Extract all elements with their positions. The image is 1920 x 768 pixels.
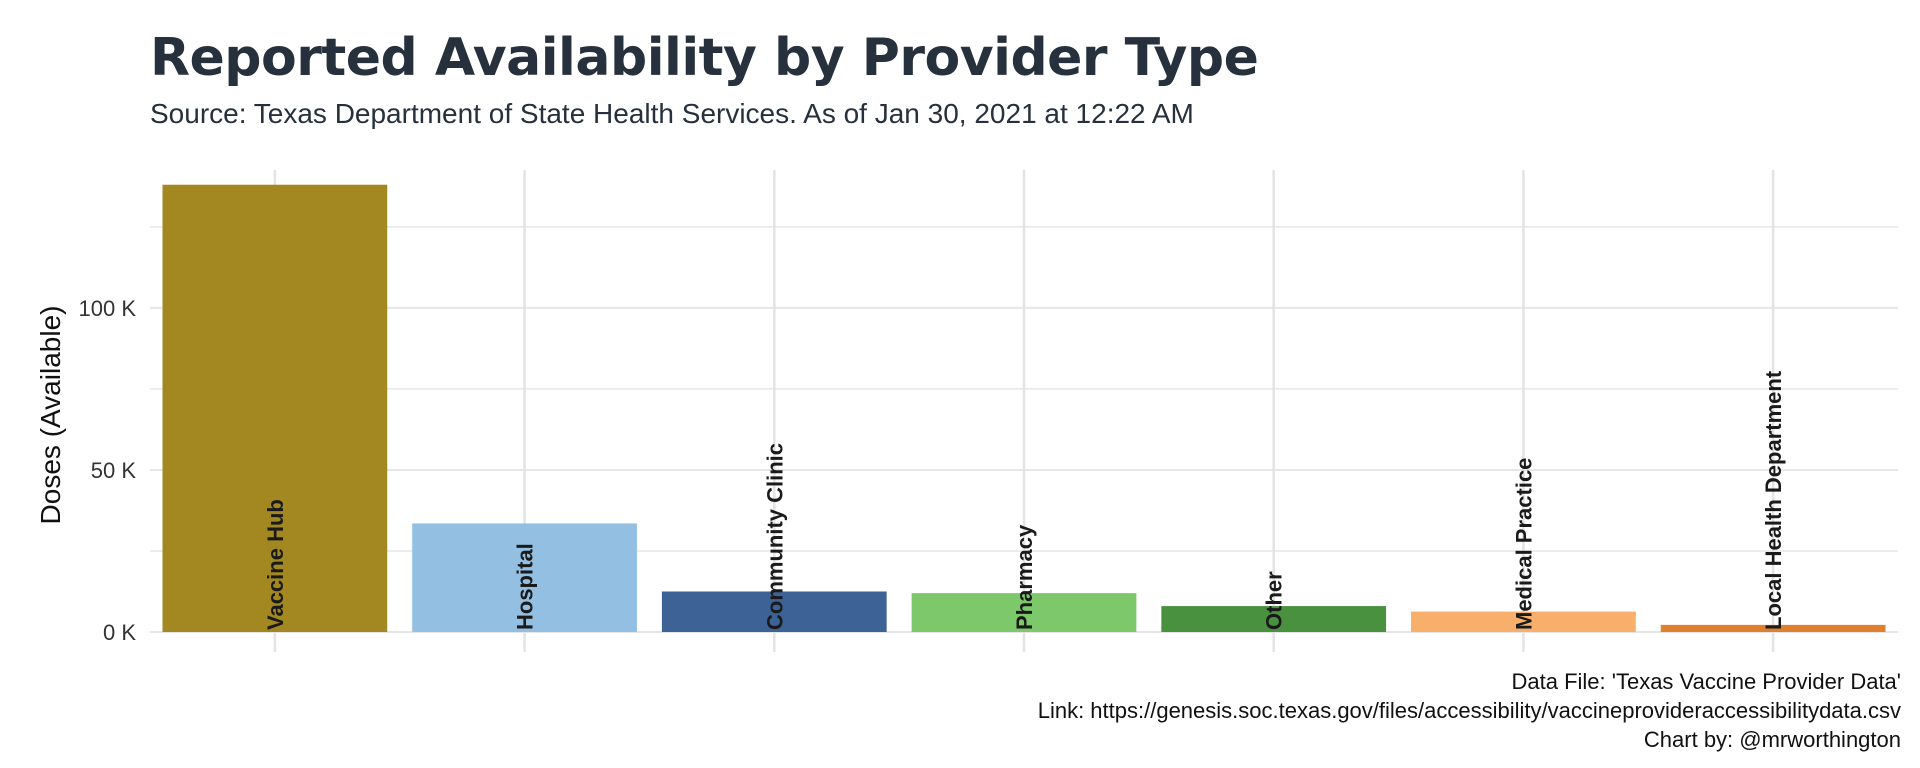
bar bbox=[412, 523, 637, 632]
bar bbox=[1161, 606, 1387, 632]
caption-data-file: Data File: 'Texas Vaccine Provider Data' bbox=[1511, 669, 1902, 694]
caption-link: Link: https://genesis.soc.texas.gov/file… bbox=[1037, 698, 1901, 723]
bar bbox=[162, 184, 388, 633]
bar-label: Pharmacy bbox=[1012, 524, 1037, 630]
bar bbox=[661, 591, 887, 632]
bar bbox=[1660, 624, 1886, 632]
y-axis: 0 K 50 K 100 K bbox=[79, 296, 137, 645]
caption-credit: Chart by: @mrworthington bbox=[1643, 727, 1901, 752]
chart-subtitle: Source: Texas Department of State Health… bbox=[150, 98, 1194, 129]
y-axis-title: Doses (Available) bbox=[35, 306, 66, 525]
bar-labels: Vaccine Hub Hospital Community Clinic Pharm… bbox=[263, 370, 1786, 630]
y-tick-label: 0 K bbox=[103, 620, 136, 645]
bar-label: Local Health Department bbox=[1761, 370, 1786, 630]
y-tick-label: 50 K bbox=[91, 458, 137, 483]
bar bbox=[1411, 611, 1636, 632]
chart-title: Reported Availability by Provider Type bbox=[150, 28, 1259, 88]
bars bbox=[162, 184, 1886, 633]
chart-caption: Data File: 'Texas Vaccine Provider Data'… bbox=[1038, 667, 1901, 754]
bar-label: Medical Practice bbox=[1511, 458, 1536, 630]
y-tick-label: 100 K bbox=[79, 296, 137, 321]
bar-label: Other bbox=[1262, 571, 1287, 630]
bar-label: Community Clinic bbox=[762, 443, 787, 630]
bar bbox=[911, 593, 1137, 632]
bar-label: Vaccine Hub bbox=[263, 499, 288, 630]
bar-label: Hospital bbox=[513, 543, 538, 630]
